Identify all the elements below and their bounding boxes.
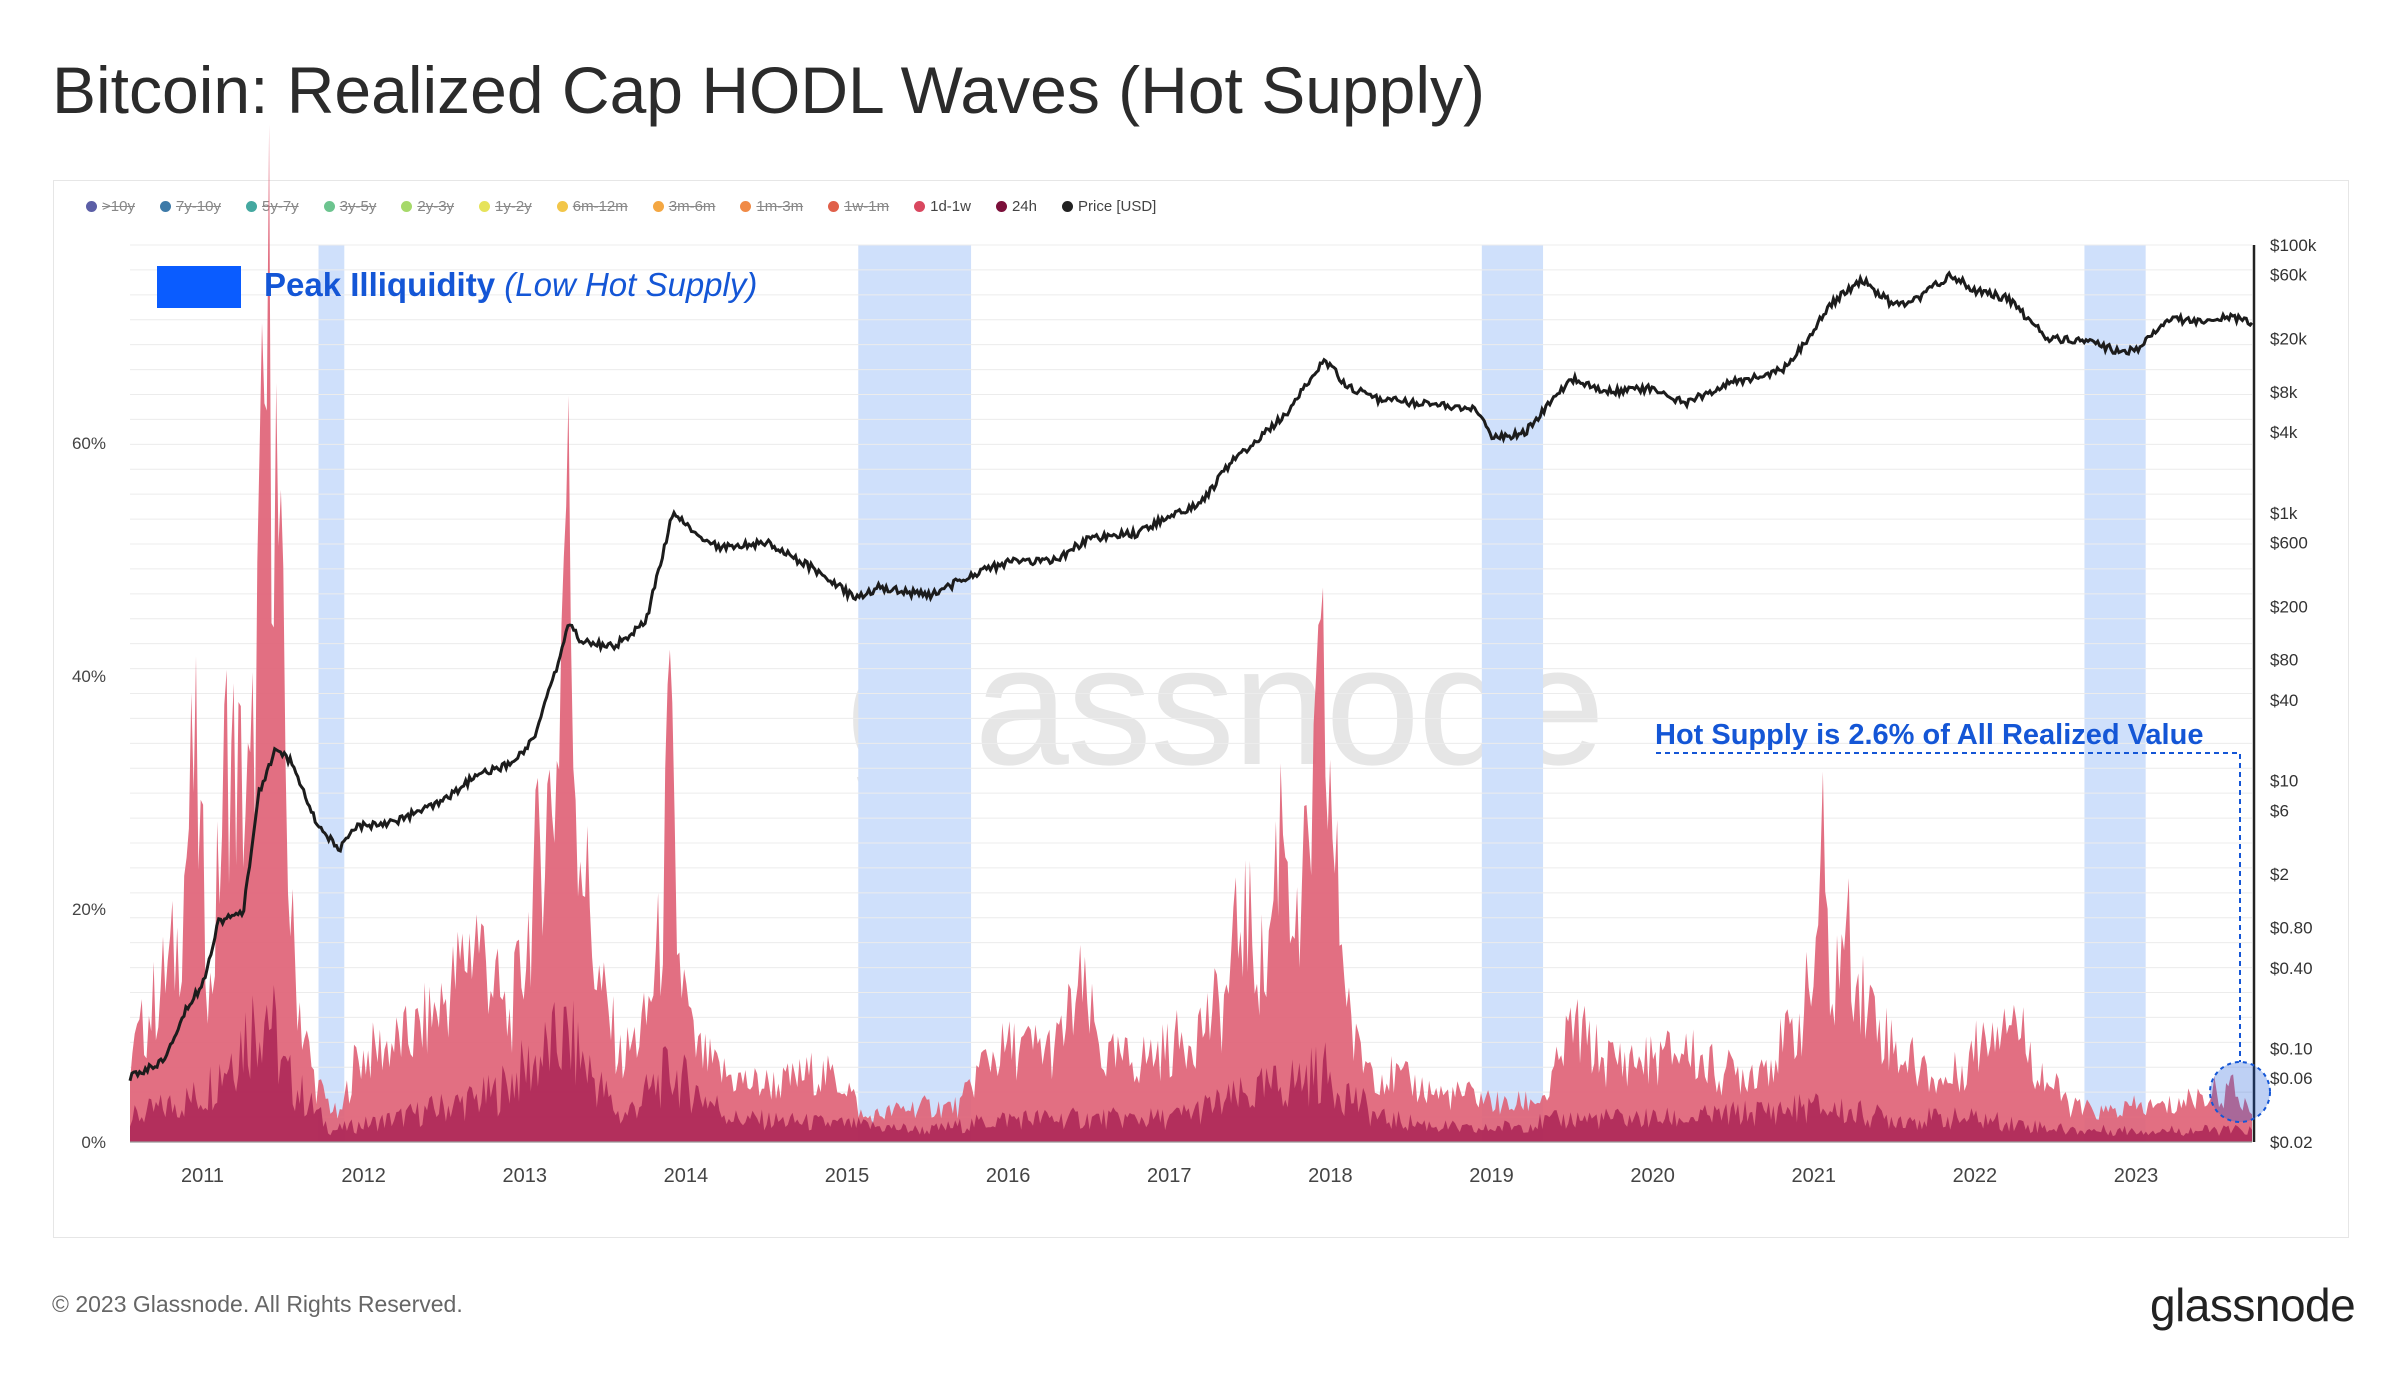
x-tick-label: 2022: [1953, 1165, 1998, 1187]
x-tick-label: 2017: [1147, 1165, 1192, 1187]
right-y-tick-label: $60k: [2270, 266, 2307, 285]
legend-label: 1d-1w: [930, 197, 971, 215]
series-24h-area: [130, 984, 2252, 1142]
legend-item[interactable]: 7y-10y: [159, 197, 221, 215]
legend-label: 5y-7y: [261, 197, 299, 215]
right-y-tick-label: $0.10: [2270, 1039, 2313, 1058]
legend-label: 1m-3m: [756, 197, 804, 215]
legend-swatch-icon: [995, 200, 1007, 212]
legend-label: 1w-1m: [844, 197, 890, 215]
legend-item[interactable]: 6m-12m: [556, 197, 628, 215]
right-y-tick-label: $4k: [2270, 423, 2298, 442]
right-y-tick-label: $1k: [2270, 504, 2298, 523]
legend-item[interactable]: 5y-7y: [245, 197, 299, 215]
legend-item[interactable]: 3y-5y: [323, 197, 377, 215]
price-line: [128, 270, 2254, 1082]
peak-key-bold: Peak Illiquidity: [264, 266, 496, 303]
right-y-tick-label: $0.80: [2270, 918, 2313, 937]
right-y-tick-label: $0.06: [2270, 1069, 2313, 1088]
right-y-tick-label: $0.40: [2270, 959, 2313, 978]
peak-key-swatch: [157, 266, 241, 308]
legend-swatch-icon: [323, 200, 335, 212]
legend-swatch-icon: [740, 200, 752, 212]
left-y-tick-label: 40%: [72, 667, 106, 686]
legend-item[interactable]: 1y-2y: [479, 198, 532, 215]
left-y-tick-label: 60%: [72, 434, 106, 453]
legend-swatch-icon: [652, 200, 664, 212]
legend-label: 7y-10y: [175, 197, 221, 215]
legend-item[interactable]: 1m-3m: [740, 198, 803, 215]
legend-swatch-icon: [401, 200, 413, 212]
x-tick-label: 2015: [825, 1165, 870, 1187]
left-y-tick-label: 0%: [81, 1133, 106, 1152]
legend-item[interactable]: 1w-1m: [828, 198, 889, 215]
x-tick-label: 2018: [1308, 1165, 1353, 1187]
right-y-tick-label: $2: [2270, 865, 2289, 884]
legend-swatch-icon: [86, 200, 97, 212]
copyright-footer: © 2023 Glassnode. All Rights Reserved.: [52, 1291, 463, 1317]
right-y-tick-label: $600: [2270, 534, 2308, 553]
chart-legend: >10y 7y-10y 5y-7y 3y-5y 2y-3y 1y-2y 6m-12m 3m-6…: [86, 192, 1181, 220]
x-tick-label: 2014: [664, 1165, 709, 1187]
right-y-tick-label: $8k: [2270, 383, 2298, 402]
legend-item[interactable]: >10y: [86, 198, 135, 215]
x-tick-label: 2012: [341, 1165, 386, 1187]
legend-label: 24h: [1011, 197, 1037, 215]
legend-label: 2y-3y: [417, 197, 455, 215]
left-y-tick-label: 20%: [72, 900, 106, 919]
legend-label: 1y-2y: [495, 197, 532, 215]
legend-item[interactable]: 24h: [995, 197, 1037, 215]
legend-item[interactable]: 1d-1w: [914, 198, 971, 215]
legend-swatch-icon: [479, 200, 491, 212]
right-y-tick-label: $100k: [2270, 236, 2317, 255]
legend-swatch-icon: [245, 200, 257, 212]
legend-swatch-icon: [1062, 200, 1073, 212]
x-tick-label: 2021: [1791, 1165, 1836, 1187]
x-tick-label: 2019: [1469, 1165, 1514, 1187]
right-y-tick-label: $200: [2270, 597, 2308, 616]
legend-label: 6m-12m: [572, 197, 628, 215]
legend-label: 3m-6m: [668, 197, 716, 215]
right-y-tick-label: $40: [2270, 691, 2298, 710]
x-tick-label: 2011: [181, 1165, 224, 1187]
legend-swatch-icon: [914, 200, 926, 212]
hot-supply-annotation: Hot Supply is 2.6% of All Realized Value: [1655, 719, 2203, 751]
right-y-tick-label: $10: [2270, 772, 2298, 791]
legend-swatch-icon: [556, 200, 568, 212]
peak-key-italic: (Low Hot Supply): [495, 266, 757, 303]
right-y-tick-label: $80: [2270, 651, 2298, 670]
glassnode-logo: glassnode: [2150, 1279, 2356, 1331]
peak-key-label: Peak Illiquidity (Low Hot Supply): [264, 266, 757, 303]
page-title: Bitcoin: Realized Cap HODL Waves (Hot Su…: [52, 53, 1485, 127]
right-y-tick-label: $0.02: [2270, 1133, 2313, 1152]
legend-item[interactable]: 2y-3y: [401, 198, 454, 215]
legend-item[interactable]: 3m-6m: [652, 197, 716, 215]
legend-label: 3y-5y: [339, 197, 377, 215]
legend-label: Price [USD]: [1078, 197, 1157, 215]
legend-item[interactable]: Price [USD]: [1062, 198, 1156, 215]
legend-swatch-icon: [159, 200, 171, 212]
x-tick-label: 2016: [986, 1165, 1031, 1187]
hot-supply-highlight-circle: [2209, 1061, 2271, 1123]
legend-swatch-icon: [828, 200, 840, 212]
x-tick-label: 2023: [2114, 1165, 2159, 1187]
x-tick-label: 2020: [1630, 1165, 1675, 1187]
right-y-tick-label: $6: [2270, 801, 2289, 820]
legend-label: >10y: [102, 197, 135, 215]
annotation-leader-line: [1656, 752, 2241, 1062]
right-y-tick-label: $20k: [2270, 330, 2307, 349]
x-tick-label: 2013: [503, 1165, 548, 1187]
